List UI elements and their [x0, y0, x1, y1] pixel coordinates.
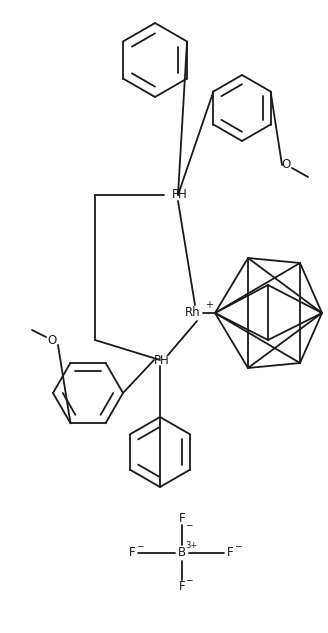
Text: +: +	[205, 300, 213, 310]
Text: F: F	[179, 580, 185, 594]
Text: PH: PH	[172, 189, 188, 201]
Text: 3+: 3+	[185, 541, 197, 551]
Text: PH: PH	[154, 353, 170, 367]
Text: F: F	[179, 511, 185, 525]
Text: F: F	[227, 546, 233, 560]
Text: O: O	[47, 334, 57, 346]
Text: O: O	[281, 158, 291, 172]
Text: −: −	[234, 541, 242, 551]
Text: −: −	[185, 520, 193, 529]
Text: F: F	[129, 546, 135, 560]
Text: −: −	[185, 575, 193, 584]
Text: −: −	[136, 541, 144, 551]
Text: Rh: Rh	[185, 306, 201, 320]
Text: B: B	[178, 546, 186, 560]
